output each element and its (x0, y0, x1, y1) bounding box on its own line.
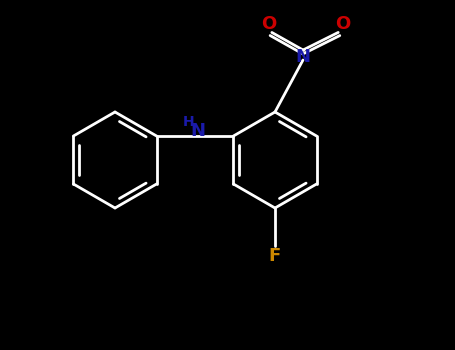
Text: O: O (335, 15, 351, 33)
Text: F: F (269, 247, 281, 265)
Text: N: N (191, 122, 206, 140)
Text: N: N (295, 48, 310, 66)
Text: O: O (261, 15, 277, 33)
Text: H: H (183, 115, 195, 129)
